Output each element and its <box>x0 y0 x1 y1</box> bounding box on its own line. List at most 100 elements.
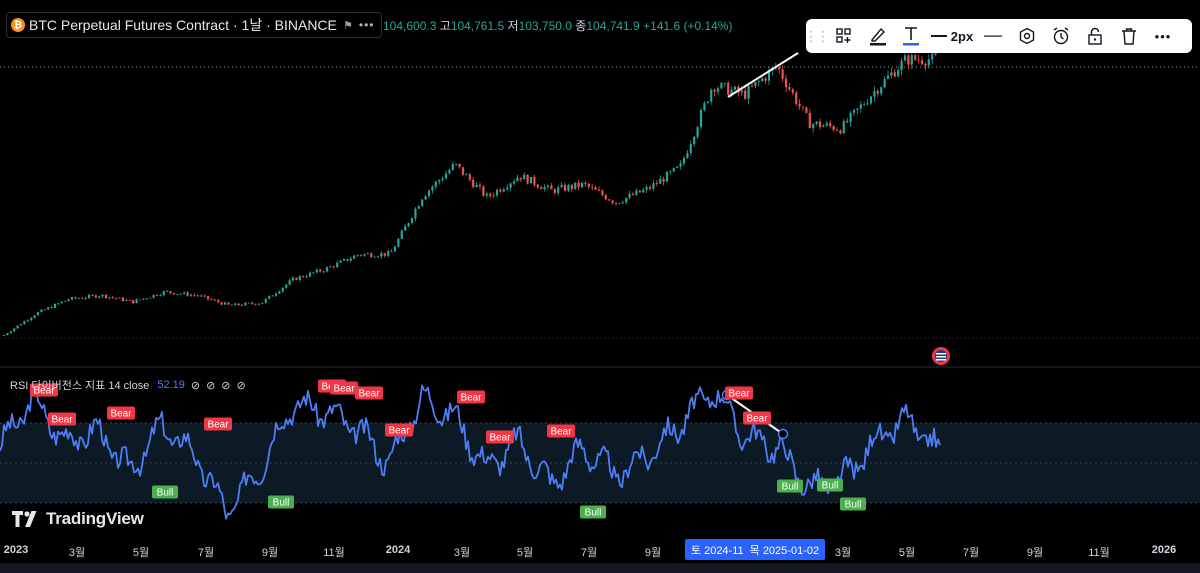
line-width-icon[interactable]: 2px <box>928 19 976 53</box>
candle-body <box>577 182 580 188</box>
eye-off-icon[interactable]: ⊘ <box>221 379 231 392</box>
bear-signal-label: Bear <box>457 390 485 404</box>
candle-body <box>237 303 240 306</box>
candle-body <box>186 292 189 296</box>
templates-icon[interactable] <box>826 19 862 53</box>
trash-icon[interactable] <box>1112 19 1146 53</box>
candle-body <box>852 109 856 113</box>
candle-body <box>618 203 621 204</box>
symbol-legend[interactable]: ₿ BTC Perpetual Futures Contract · 1날 · … <box>6 12 382 38</box>
signal-label-text: Bear <box>728 389 750 400</box>
candle-body <box>315 269 318 273</box>
bear-signal-label: Bear <box>725 386 753 400</box>
more-horizontal-icon[interactable]: ••• <box>358 18 375 32</box>
flag-icon[interactable]: ⚑ <box>342 19 353 32</box>
indicator-legend[interactable]: RSI 다이버전스 지표 14 close 52.19 ⊘ ⊘ ⊘ ⊘ <box>10 377 246 393</box>
bear-signal-label: Bear <box>355 386 383 400</box>
candle-body <box>349 258 352 261</box>
candle-body <box>251 302 254 304</box>
candle-body <box>665 171 669 182</box>
candle-body <box>917 59 920 61</box>
candle-body <box>818 121 822 128</box>
economic-event-marker[interactable] <box>932 347 950 365</box>
tradingview-logo[interactable]: TradingView <box>12 509 144 529</box>
candle-body <box>179 293 182 295</box>
crosshair-date-left: 토 2024-11 <box>690 544 744 557</box>
candle-body <box>485 193 488 196</box>
bear-signal-label: Bear <box>743 411 771 425</box>
candle-body <box>679 163 682 167</box>
candle-body <box>645 187 648 190</box>
candle-body <box>897 70 900 77</box>
candle-body <box>387 251 390 256</box>
candle-body <box>9 331 12 334</box>
candle-body <box>274 293 278 296</box>
bear-signal-label: Bear <box>48 412 76 426</box>
candle-body <box>145 298 148 300</box>
candle-body <box>475 184 478 188</box>
candle-body <box>414 208 417 219</box>
candle-body <box>128 299 131 301</box>
candle-body <box>832 126 835 130</box>
candle-body <box>767 70 771 81</box>
bull-signal-label: Bull <box>817 478 843 492</box>
candle-body <box>795 92 798 104</box>
candle-body <box>931 53 934 60</box>
settings-hexagon-icon[interactable] <box>1010 19 1044 53</box>
candle-body <box>876 90 879 94</box>
eye-off-icon[interactable]: ⊘ <box>190 379 201 392</box>
candle-body <box>223 302 227 305</box>
candle-body <box>60 301 63 304</box>
candle-body <box>30 317 33 321</box>
time-axis[interactable]: 20233월5월7월9월11월20243월5월7월9월11월3월5월7월9월11… <box>0 538 1200 562</box>
eye-off-icon[interactable]: ⊘ <box>206 379 216 392</box>
eye-off-icon[interactable]: ⊘ <box>236 379 246 392</box>
text-icon[interactable] <box>894 19 928 53</box>
candle-body <box>451 164 454 170</box>
time-axis-tick: 11월 <box>1088 547 1110 559</box>
symbol-name[interactable]: BTC Perpetual Futures Contract <box>29 17 229 33</box>
candle-body <box>2 334 6 336</box>
alert-clock-icon[interactable] <box>1044 19 1078 53</box>
candle-body <box>764 78 767 81</box>
candle-body <box>893 72 896 77</box>
candle-body <box>468 174 471 180</box>
candle-body <box>696 127 699 137</box>
close-label: 종 <box>575 19 587 33</box>
candle-body <box>94 295 97 298</box>
more-icon[interactable]: ••• <box>1154 28 1172 44</box>
candle-body <box>846 121 849 123</box>
divergence-anchor-end[interactable] <box>777 428 789 440</box>
candle-body <box>835 129 839 131</box>
tradingview-logo-icon <box>12 511 37 527</box>
time-axis-tick: 5월 <box>132 547 150 559</box>
candle-body <box>325 267 329 272</box>
candle-body <box>421 199 424 206</box>
drawing-toolbar: ⋮⋮ 2px ••• <box>804 19 1192 53</box>
trend-line-drawing[interactable] <box>727 52 799 98</box>
candle-body <box>152 294 155 298</box>
candle-body <box>461 167 465 175</box>
candle-body <box>761 78 764 82</box>
candle-body <box>849 112 852 123</box>
candle-body <box>492 195 495 197</box>
time-axis-tick: 9월 <box>644 547 662 559</box>
drag-handle-icon[interactable]: ⋮⋮ <box>804 27 830 44</box>
pencil-icon[interactable] <box>862 19 894 53</box>
line-style-icon[interactable] <box>976 19 1010 53</box>
candle-body <box>104 294 108 299</box>
time-axis-tick: 7월 <box>197 547 215 559</box>
candle-body <box>557 187 560 193</box>
candle-body <box>244 302 247 306</box>
bear-signal-label: Bear <box>30 383 58 397</box>
lock-icon[interactable] <box>1078 19 1112 53</box>
bull-signal-label: Bull <box>580 505 606 519</box>
candle-body <box>526 174 529 184</box>
signal-label-text: Bear <box>746 414 768 425</box>
candle-body <box>744 90 747 99</box>
candle-body <box>50 307 53 309</box>
ohlc-values: 104,600.3 고104,761.5 저103,750.0 종104,741… <box>383 17 732 34</box>
candle-body <box>132 300 135 304</box>
